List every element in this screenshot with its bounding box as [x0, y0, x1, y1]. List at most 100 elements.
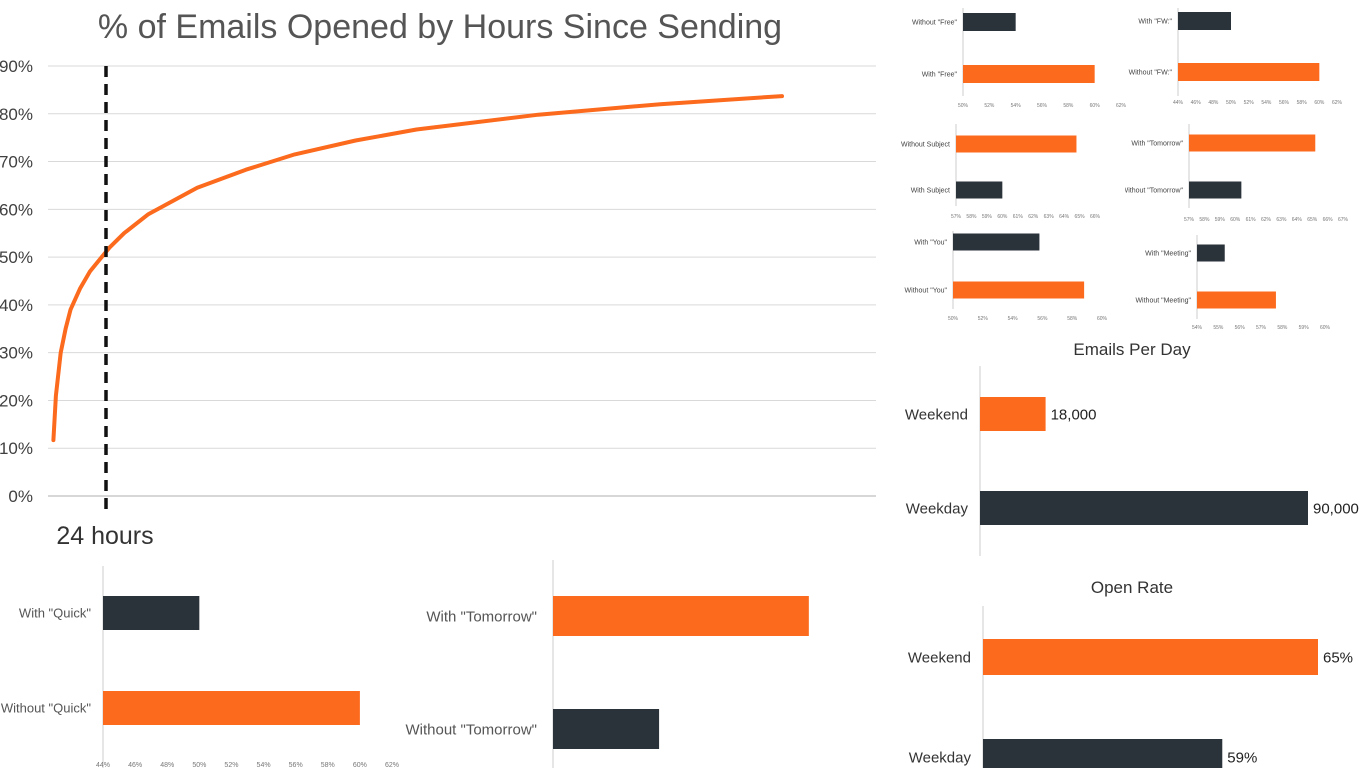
category-label: With "Free" [922, 71, 958, 78]
x-tick-label: 62% [1332, 100, 1343, 106]
x-tick-label: 44% [1173, 100, 1184, 106]
bar [1189, 181, 1242, 199]
category-label: With "Tomorrow" [1131, 140, 1183, 147]
data-label: 90,000 [1313, 500, 1359, 517]
bar [1197, 291, 1276, 309]
x-tick-label: 66% [1090, 214, 1101, 220]
x-tick-label: 63% [1276, 217, 1287, 223]
meeting-chart: With "Meeting" Without "Meeting" 54% 55% 56%… [1135, 235, 1331, 331]
bar [953, 281, 1085, 299]
x-tick-label: 60% [1314, 100, 1325, 106]
category-label: Without "Meeting" [1135, 297, 1191, 304]
x-tick-label: 58% [321, 762, 335, 768]
x-tick-label: 48% [160, 762, 174, 768]
category-label: Without "Tomorrow" [405, 721, 537, 738]
x-tick-label: 56% [1037, 103, 1048, 109]
x-tick-label: 61% [1246, 217, 1257, 223]
bar [956, 135, 1077, 153]
bar [1178, 12, 1231, 30]
bar [963, 65, 1095, 83]
x-tick-label: 62% [1261, 217, 1272, 223]
x-tick-label: 59% [1299, 325, 1310, 331]
category-label: Weekday [906, 500, 969, 517]
x-tick-label: 60% [997, 214, 1008, 220]
y-tick-label: 40% [0, 296, 33, 315]
x-tick-label: 60% [1097, 316, 1108, 322]
x-tick-label: 52% [978, 316, 989, 322]
category-label: With "You" [914, 239, 947, 246]
x-tick-label: 50% [948, 316, 959, 322]
x-tick-label: 62% [1028, 214, 1039, 220]
bar [983, 739, 1223, 768]
x-tick-label: 58% [1199, 217, 1210, 223]
open-rate-chart: Open Rate Weekend 65% Weekday 59% [908, 578, 1353, 768]
bar [1197, 244, 1225, 262]
x-tick-label: 46% [1191, 100, 1202, 106]
y-tick-label: 60% [0, 200, 33, 219]
x-tick-label: 64% [1059, 214, 1070, 220]
x-tick-label: 52% [984, 103, 995, 109]
x-tick-label: 59% [982, 214, 993, 220]
you-chart: With "You" Without "You" 50% 52% 54% 56% 58% 60… [905, 231, 1108, 322]
category-label: With "Tomorrow" [426, 608, 537, 625]
x-tick-label: 61% [1013, 214, 1024, 220]
category-label: Weekend [908, 649, 971, 666]
x-tick-label: 56% [1037, 316, 1048, 322]
quick-chart: With "Quick" Without "Quick" 44% 46% 48% 50% 5… [1, 566, 399, 768]
chart-title: % of Emails Opened by Hours Since Sendin… [98, 8, 782, 46]
x-tick-label: 50% [958, 103, 969, 109]
subject-chart: Without Subject With Subject 57% 58% 59% 60% 6… [901, 124, 1101, 220]
bar [980, 491, 1308, 525]
x-tick-label: 48% [1208, 100, 1219, 106]
x-tick-label: 56% [289, 762, 303, 768]
category-label: Without "You" [905, 287, 948, 294]
y-tick-label: 80% [0, 105, 33, 124]
x-tick-label: 64% [1292, 217, 1303, 223]
y-tick-label: 90% [0, 57, 33, 76]
x-tick-label: 56% [1279, 100, 1290, 106]
bar [1178, 63, 1320, 81]
fw-chart: With "FW:" Without "FW:" 44% 46% 48% 50% 52% 54… [1129, 8, 1343, 106]
y-tick-label: 0% [8, 487, 33, 506]
x-tick-label: 58% [1063, 103, 1074, 109]
chart-title: Emails Per Day [1073, 340, 1191, 359]
bar [963, 13, 1016, 31]
category-label: With "FW:" [1138, 18, 1172, 25]
category-label: Without "Quick" [1, 701, 92, 716]
x-tick-label: 60% [1090, 103, 1101, 109]
series-line [51, 94, 784, 443]
x-tick-label: 62% [1116, 103, 1127, 109]
x-tick-label: 54% [1008, 316, 1019, 322]
chart-title: Open Rate [1091, 578, 1173, 597]
x-tick-label: 63% [1044, 214, 1055, 220]
data-label: 59% [1227, 749, 1257, 766]
category-label: Without "FW:" [1129, 69, 1173, 76]
bar [1189, 134, 1316, 152]
x-tick-label: 58% [1277, 325, 1288, 331]
bar [553, 596, 809, 636]
bar [980, 397, 1046, 431]
x-tick-label: 66% [1323, 217, 1334, 223]
x-tick-label: 58% [1067, 316, 1078, 322]
bar [553, 709, 660, 749]
category-label: Without Subject [901, 141, 950, 148]
x-tick-label: 62% [385, 762, 399, 768]
x-tick-label: 54% [1261, 100, 1272, 106]
y-tick-label: 20% [0, 391, 33, 410]
y-tick-label: 50% [0, 248, 33, 267]
x-tick-label: 52% [224, 762, 238, 768]
category-label: Without "Tomorrow" [1125, 187, 1184, 194]
x-tick-label: 59% [1215, 217, 1226, 223]
x-tick-label: 60% [1320, 325, 1331, 331]
y-tick-label: 30% [0, 344, 33, 363]
tomorrow-large-chart: With "Tomorrow" Without "Tomorrow" [405, 560, 809, 768]
bar [953, 233, 1040, 251]
category-label: With Subject [911, 187, 950, 194]
bar [103, 691, 360, 725]
category-label: Weekday [909, 749, 972, 766]
x-tick-label: 56% [1235, 325, 1246, 331]
x-tick-label: 60% [353, 762, 367, 768]
x-tick-label: 50% [1226, 100, 1237, 106]
x-tick-label: 58% [1297, 100, 1308, 106]
x-tick-label: 58% [966, 214, 977, 220]
